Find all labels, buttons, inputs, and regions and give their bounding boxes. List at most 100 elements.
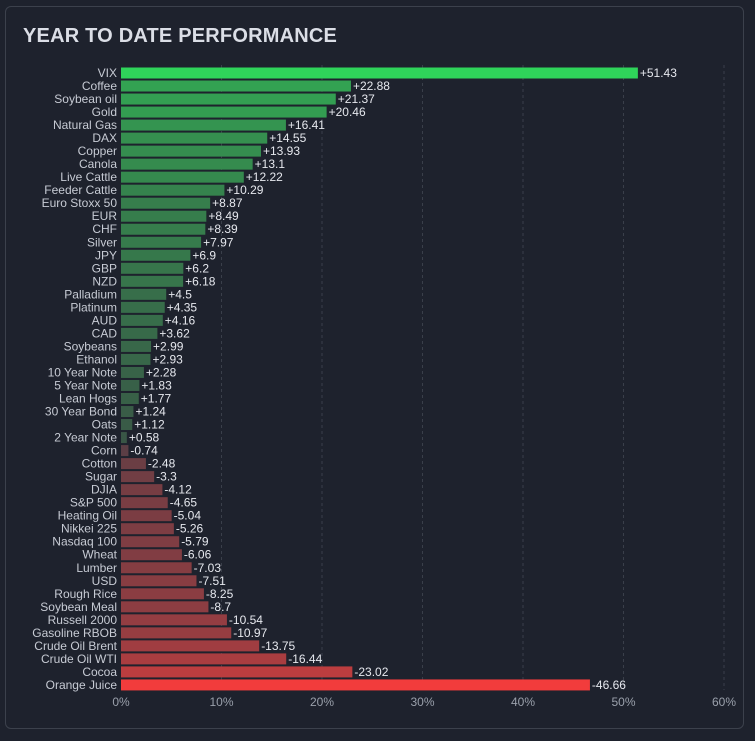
bar xyxy=(121,406,134,418)
bar xyxy=(121,275,184,287)
value-label: -10.97 xyxy=(233,626,267,640)
bar xyxy=(121,562,192,574)
category-label: NZD xyxy=(92,274,117,288)
bar xyxy=(121,93,336,105)
value-label: +8.49 xyxy=(208,209,239,223)
category-label: AUD xyxy=(92,313,118,327)
bar xyxy=(121,249,191,261)
bars xyxy=(121,67,638,691)
category-label: Rough Rice xyxy=(54,587,117,601)
bar xyxy=(121,627,232,639)
bar xyxy=(121,223,206,235)
bar xyxy=(121,145,261,157)
bar xyxy=(121,588,204,600)
bar xyxy=(121,197,211,209)
grid-lines xyxy=(221,65,725,690)
category-label: Silver xyxy=(87,235,117,249)
bar xyxy=(121,393,139,404)
category-label: Heating Oil xyxy=(58,509,117,523)
value-label: +8.87 xyxy=(212,196,243,210)
bar xyxy=(121,171,244,183)
value-label: +2.28 xyxy=(146,365,177,379)
category-label: Oats xyxy=(92,418,117,432)
category-label: Natural Gas xyxy=(53,118,117,132)
value-label: +6.18 xyxy=(185,274,216,288)
category-label: Lumber xyxy=(76,561,117,575)
category-label: CAD xyxy=(92,326,118,340)
category-label: Sugar xyxy=(85,470,117,484)
value-label: -0.74 xyxy=(130,444,158,458)
value-label: -23.02 xyxy=(354,665,388,679)
value-label: +2.93 xyxy=(152,352,183,366)
category-label: 30 Year Bond xyxy=(45,405,117,419)
value-label: -7.03 xyxy=(194,561,222,575)
category-label: 10 Year Note xyxy=(48,365,118,379)
value-label: +13.1 xyxy=(255,157,286,171)
bar xyxy=(121,666,353,678)
chart-title: YEAR TO DATE PERFORMANCE xyxy=(23,25,338,47)
value-label: +16.41 xyxy=(288,118,325,132)
bar xyxy=(121,262,184,274)
bar xyxy=(121,210,207,222)
bar xyxy=(121,288,167,300)
bar xyxy=(121,184,225,196)
value-label: +0.58 xyxy=(129,431,160,445)
category-label: 5 Year Note xyxy=(54,378,117,392)
category-label: Lean Hogs xyxy=(59,392,117,406)
category-label: Copper xyxy=(78,144,117,158)
value-label: +51.43 xyxy=(640,66,677,80)
value-labels: +51.43+22.88+21.37+20.46+16.41+14.55+13.… xyxy=(129,66,677,692)
category-label: DJIA xyxy=(91,483,117,497)
value-label: +6.2 xyxy=(185,261,209,275)
bar xyxy=(121,653,287,665)
category-label: 2 Year Note xyxy=(54,431,117,445)
x-tick-label: 0% xyxy=(112,695,130,709)
bar xyxy=(121,458,146,470)
value-label: -5.26 xyxy=(176,522,204,536)
category-label: Canola xyxy=(79,157,117,171)
bar xyxy=(121,327,158,339)
value-label: +4.35 xyxy=(167,300,198,314)
bar xyxy=(121,158,253,170)
value-label: -46.66 xyxy=(592,678,626,692)
bar xyxy=(121,67,638,79)
bar xyxy=(121,80,351,92)
bar xyxy=(121,236,202,248)
x-tick-label: 20% xyxy=(310,695,334,709)
value-label: -3.3 xyxy=(156,470,177,484)
value-label: +1.24 xyxy=(135,405,166,419)
category-label: Orange Juice xyxy=(46,678,118,692)
category-label: Russell 2000 xyxy=(48,613,118,627)
category-label: Crude Oil WTI xyxy=(41,652,117,666)
bar xyxy=(121,445,129,457)
category-label: Euro Stoxx 50 xyxy=(42,196,118,210)
value-label: -6.06 xyxy=(184,548,212,562)
category-label: Soybeans xyxy=(64,339,117,353)
bar xyxy=(121,119,286,131)
bar xyxy=(121,510,172,522)
value-label: +2.99 xyxy=(153,339,184,353)
value-label: -4.65 xyxy=(170,496,198,510)
value-label: +13.93 xyxy=(263,144,300,158)
bar xyxy=(121,432,127,444)
category-label: Nikkei 225 xyxy=(61,522,117,536)
value-label: +21.37 xyxy=(338,92,375,106)
category-label: GBP xyxy=(92,261,117,275)
category-label: Gasoline RBOB xyxy=(32,626,117,640)
value-label: +22.88 xyxy=(353,79,390,93)
value-label: -7.51 xyxy=(198,574,226,588)
category-label: Cocoa xyxy=(82,665,117,679)
value-label: +10.29 xyxy=(226,183,263,197)
category-label: Crude Oil Brent xyxy=(34,639,117,653)
bar xyxy=(121,379,140,391)
value-label: +12.22 xyxy=(246,170,283,184)
category-label: Soybean oil xyxy=(54,92,117,106)
value-label: +4.16 xyxy=(165,313,196,327)
category-label: EUR xyxy=(92,209,118,223)
category-label: USD xyxy=(92,574,118,588)
bar xyxy=(121,536,180,548)
category-label: Platinum xyxy=(70,300,117,314)
value-label: -2.48 xyxy=(148,457,176,471)
